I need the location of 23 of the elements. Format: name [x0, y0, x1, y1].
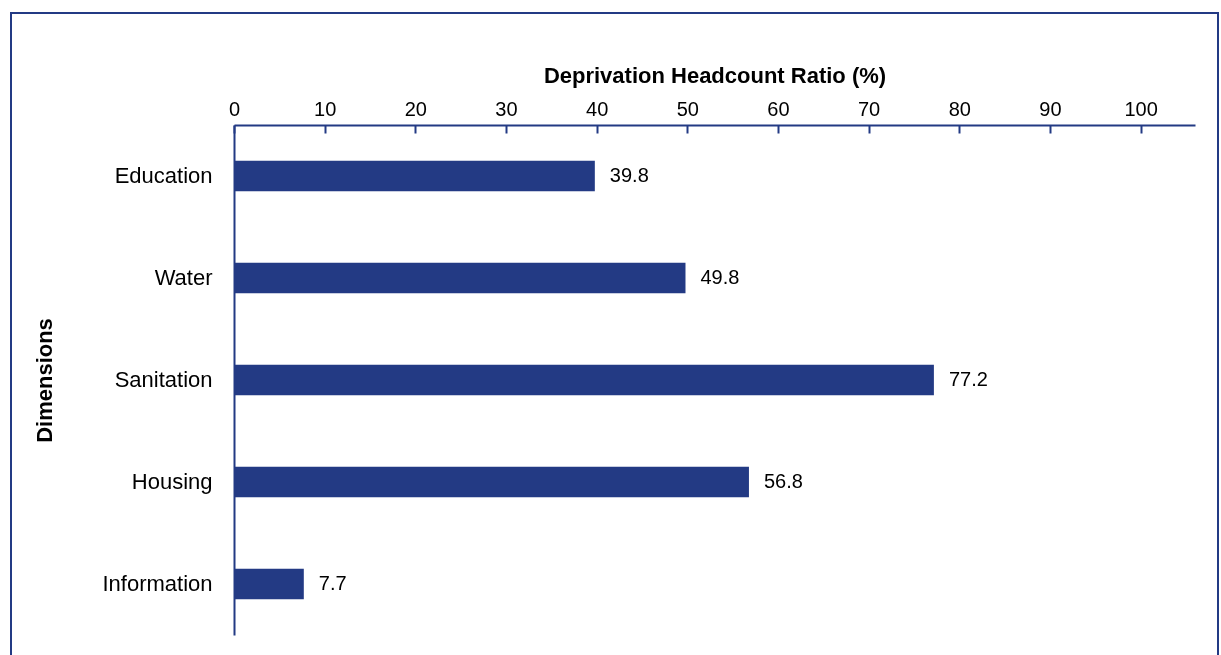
- y-tick-label: Housing: [131, 469, 213, 494]
- x-tick-label: 30: [495, 97, 518, 120]
- x-tick-label: 50: [676, 97, 699, 120]
- data-label: 7.7: [318, 572, 347, 594]
- data-label: 56.8: [763, 470, 803, 492]
- x-tick-label: 0: [228, 97, 241, 120]
- data-label: 49.8: [700, 266, 740, 288]
- x-tick-label: 20: [404, 97, 427, 120]
- x-tick-label: 40: [586, 97, 609, 120]
- y-axis-title: Dimensions: [31, 318, 57, 443]
- y-tick-label: Sanitation: [114, 367, 213, 392]
- x-tick-label: 60: [767, 97, 790, 120]
- x-tick-label: 10: [314, 97, 337, 120]
- x-axis-title: Deprivation Headcount Ratio (%): [543, 62, 887, 88]
- y-tick-label: Information: [102, 571, 213, 596]
- x-tick-label: 90: [1039, 97, 1062, 120]
- y-tick-label: Water: [154, 265, 213, 290]
- x-tick-label: 80: [948, 97, 971, 120]
- x-tick-label: 100: [1124, 97, 1158, 120]
- data-label: 39.8: [609, 164, 649, 186]
- x-tick-label: 70: [858, 97, 881, 120]
- data-label: 77.2: [948, 368, 988, 390]
- y-tick-label: Education: [114, 163, 213, 188]
